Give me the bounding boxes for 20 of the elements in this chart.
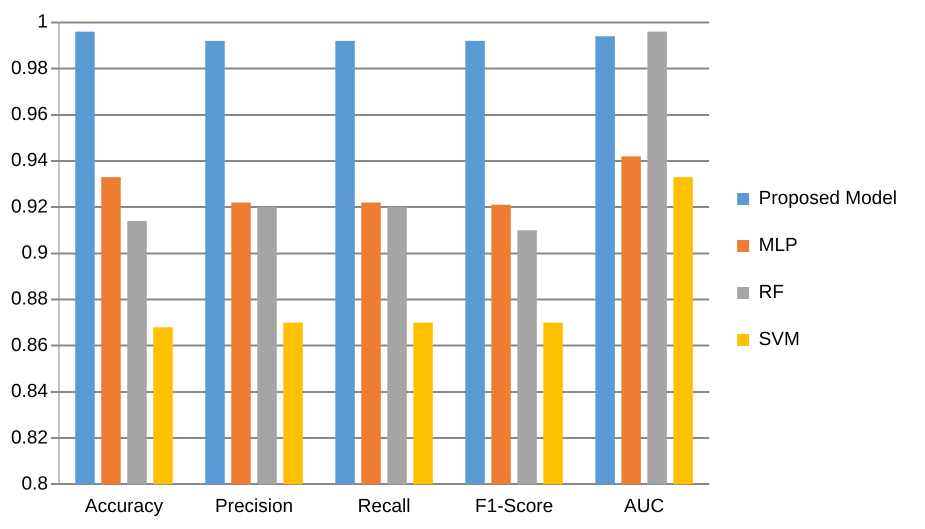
legend-label: SVM [758, 329, 800, 350]
legend-label: MLP [758, 235, 798, 256]
y-tick-label: 0.8 [22, 473, 48, 494]
x-tick-label: Accuracy [84, 496, 164, 517]
y-tick-label: 0.86 [10, 334, 48, 356]
y-tick-label: 0.9 [22, 242, 48, 264]
y-tick-label: 0.96 [10, 104, 48, 125]
y-tick-label: 0.88 [10, 288, 48, 310]
y-tick-label: 0.98 [10, 58, 48, 79]
legend-label: RF [758, 282, 784, 304]
y-tick-label: 1 [37, 12, 48, 33]
x-tick-label: Recall [358, 496, 410, 517]
y-tick-label: 0.94 [10, 150, 48, 172]
legend-label: Proposed Model [758, 188, 898, 210]
x-tick-label: Precision [214, 496, 294, 517]
y-tick-label: 0.82 [10, 427, 48, 448]
y-tick-label: 0.84 [10, 381, 48, 402]
x-tick-label: F1-Score [475, 496, 554, 517]
x-tick-label: AUC [624, 496, 664, 517]
y-tick-label: 0.92 [10, 196, 48, 218]
